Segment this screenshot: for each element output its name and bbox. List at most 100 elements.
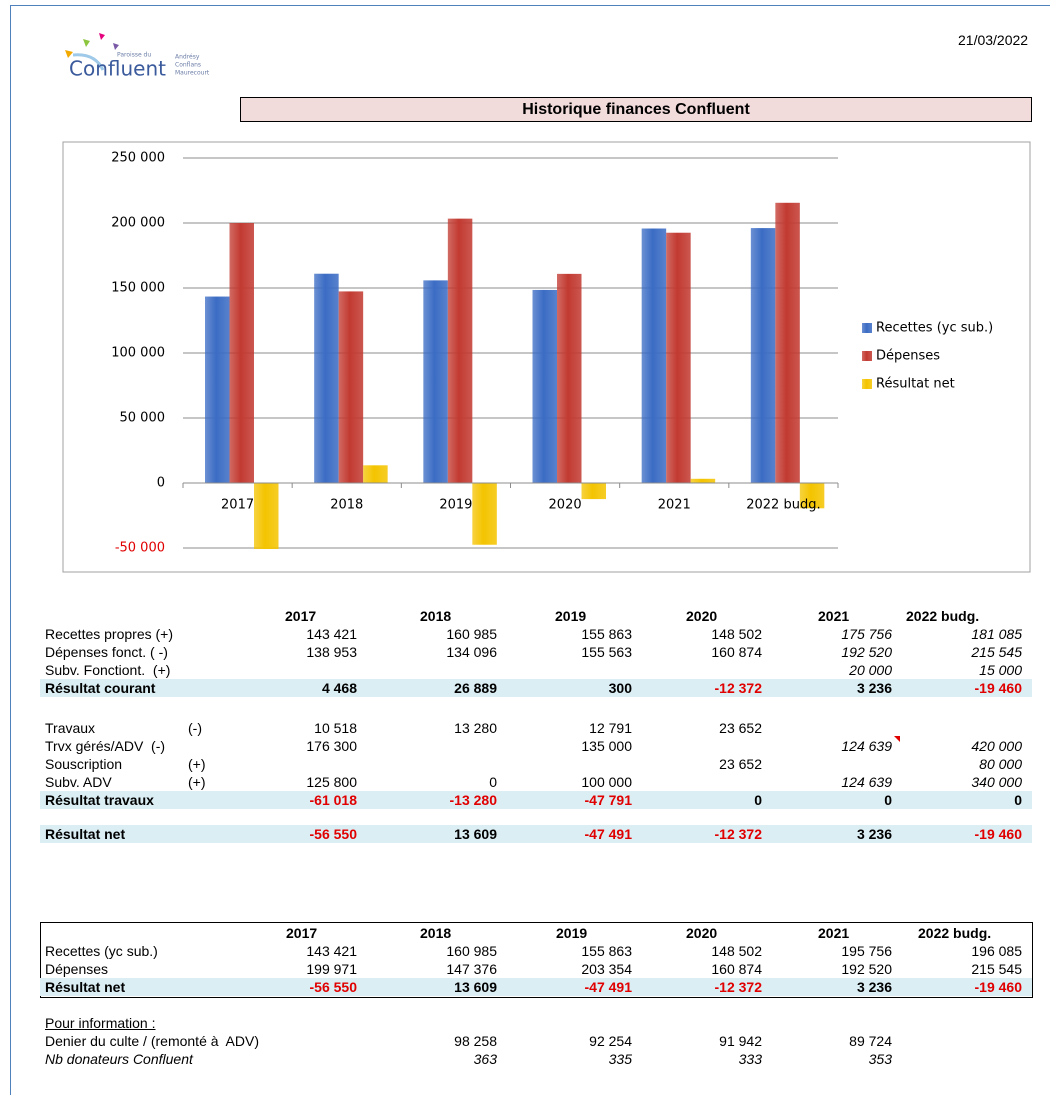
frame-left (10, 5, 11, 1095)
cell: 26 889 (454, 680, 497, 696)
row-highlight (40, 825, 1032, 843)
column-header: 2018 (420, 925, 452, 941)
cell: 148 502 (711, 626, 762, 642)
column-header: 2022 budg. (918, 925, 992, 941)
legend-swatch (862, 379, 872, 389)
row-label: Recettes propres (+) (45, 626, 173, 642)
logo-place: Andrésy (175, 54, 200, 61)
cell: 23 652 (719, 720, 762, 736)
logo-name: Confluent (69, 57, 166, 81)
cell: 333 (738, 1051, 762, 1067)
title-box: Historique finances Confluent (240, 97, 1032, 122)
bar (472, 483, 497, 545)
bar (532, 289, 557, 483)
row-sign: (-) (188, 720, 202, 736)
cell: 13 609 (454, 979, 497, 995)
cell: 353 (868, 1051, 892, 1067)
cell: 160 874 (711, 644, 762, 660)
cell: 215 545 (971, 644, 1022, 660)
bar (581, 483, 606, 500)
plot (205, 202, 825, 549)
cell: 363 (473, 1051, 497, 1067)
row-label: Souscription (45, 756, 123, 772)
cell: 340 000 (971, 774, 1022, 790)
logo-shape (83, 39, 90, 47)
chart: -50 000 0 50 000 100 000 150 000 200 000 250 0… (62, 141, 1031, 573)
cell: 155 563 (581, 644, 632, 660)
row-label: Résultat courant (45, 680, 156, 696)
cell: 143 421 (306, 626, 357, 642)
cell: 91 942 (719, 1033, 762, 1049)
bar (447, 218, 473, 483)
column-header: 2019 (556, 925, 588, 941)
cell: 15 000 (979, 662, 1022, 678)
cell: -12 372 (714, 680, 762, 696)
y-tick-label: 150 000 (111, 281, 165, 296)
cell: 0 (754, 792, 762, 808)
cell: 215 545 (971, 961, 1022, 977)
x-tick-label: 2019 (439, 498, 472, 513)
date: 21/03/2022 (958, 32, 1029, 48)
cell: 155 863 (581, 626, 632, 642)
cell: 199 971 (306, 961, 357, 977)
y-tick-label: -50 000 (115, 541, 165, 556)
bar (799, 483, 825, 509)
cell: 124 639 (841, 774, 892, 790)
cell: 3 236 (856, 979, 892, 995)
summary-box (40, 922, 1033, 998)
cell: 98 258 (454, 1033, 497, 1049)
cell: 23 652 (719, 756, 762, 772)
cell: -19 460 (974, 680, 1022, 696)
cell: 176 300 (306, 738, 357, 754)
cell: -47 791 (584, 792, 632, 808)
cell: -12 372 (714, 826, 762, 842)
cell: -56 550 (309, 979, 357, 995)
logo-place: Maurecourt (175, 70, 210, 77)
cell: 300 (608, 680, 632, 696)
column-header: 2022 budg. (906, 608, 980, 624)
legend-swatch (862, 323, 872, 333)
row-highlight (40, 679, 1032, 697)
column-header: 2021 (818, 608, 850, 624)
bar (750, 228, 776, 483)
logo-shape (113, 43, 119, 50)
cell: -13 280 (449, 792, 497, 808)
bar (690, 478, 716, 483)
row-label: Nb donateurs Confluent (45, 1051, 193, 1067)
bar (338, 291, 364, 483)
row-sign: (+) (188, 774, 206, 790)
cell: 181 085 (971, 626, 1022, 642)
row-label: Denier du culte / (remonté à ADV) (45, 1033, 259, 1049)
cell: 155 863 (581, 943, 632, 959)
cell: 125 800 (306, 774, 357, 790)
info-heading: Pour information : (45, 1015, 156, 1031)
legend-label: Recettes (yc sub.) (876, 321, 993, 336)
cell: 0 (884, 792, 892, 808)
x-tick-label: 2022 budg. (746, 498, 820, 513)
cell: 160 985 (446, 943, 497, 959)
y-tick-label: 50 000 (120, 411, 166, 426)
cell: 196 085 (971, 943, 1022, 959)
bar (205, 296, 230, 483)
cell: 195 756 (841, 943, 892, 959)
cell: -56 550 (309, 826, 357, 842)
cell: 80 000 (979, 756, 1022, 772)
legend-label: Résultat net (876, 377, 955, 392)
cell: 192 520 (841, 644, 892, 660)
bar (641, 228, 667, 483)
cell: 12 791 (589, 720, 632, 736)
cell: 138 953 (306, 644, 357, 660)
cell: -12 372 (714, 979, 762, 995)
bar (775, 202, 800, 483)
cell: 124 639 (841, 738, 892, 754)
row-label: Dépenses fonct. ( -) (45, 644, 168, 660)
frame-top (10, 5, 1050, 6)
logo-prefix: Paroisse du (117, 52, 151, 59)
cell: 100 000 (581, 774, 632, 790)
x-tick-label: 2017 (221, 498, 254, 513)
cell: 13 280 (454, 720, 497, 736)
column-header: 2017 (286, 925, 318, 941)
x-tick-label: 2020 (549, 498, 582, 513)
cell: -61 018 (309, 792, 357, 808)
y-tick-label: 100 000 (111, 346, 165, 361)
